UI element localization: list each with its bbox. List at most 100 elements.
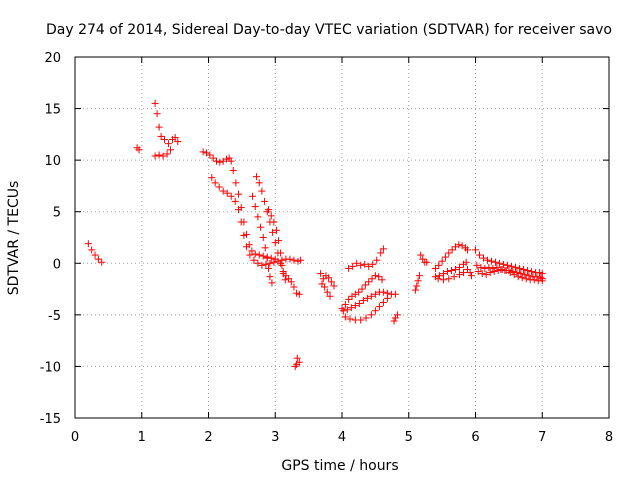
data-point — [279, 270, 287, 278]
data-point — [375, 303, 383, 311]
data-point — [365, 262, 373, 270]
data-point — [323, 288, 331, 296]
data-point — [528, 268, 536, 276]
data-point — [506, 269, 514, 277]
data-point — [496, 259, 504, 267]
data-point — [390, 317, 398, 325]
x-tick-label: 6 — [471, 430, 479, 445]
data-point — [379, 245, 387, 253]
data-point — [277, 249, 285, 257]
data-point — [251, 203, 259, 211]
data-point — [261, 244, 269, 252]
y-axis-label: SDTVAR / TECUs — [6, 181, 22, 296]
data-point — [231, 197, 239, 205]
data-point — [253, 173, 261, 181]
data-point — [447, 267, 455, 275]
data-point — [327, 278, 335, 286]
data-point — [174, 138, 182, 146]
y-tick-label: 5 — [53, 206, 61, 221]
data-point — [482, 271, 490, 279]
data-point — [278, 261, 286, 269]
data-point — [355, 300, 363, 308]
x-tick-label: 2 — [204, 430, 212, 445]
data-series-arc-03 — [151, 99, 182, 148]
data-point — [538, 277, 546, 285]
y-tick-label: 0 — [53, 257, 61, 272]
data-point — [227, 157, 235, 165]
data-point — [258, 187, 266, 195]
data-point — [450, 273, 458, 281]
data-point — [520, 265, 528, 273]
data-point — [472, 246, 479, 254]
data-point — [451, 265, 459, 273]
data-point — [166, 146, 174, 154]
data-series-arc-01 — [84, 240, 106, 266]
data-point — [254, 259, 262, 267]
y-tick-label: 15 — [44, 103, 61, 118]
data-point — [353, 259, 361, 267]
x-tick-label: 5 — [405, 430, 413, 445]
data-point — [163, 150, 171, 158]
data-point — [250, 256, 258, 264]
data-point — [339, 307, 347, 315]
axis-ticks: 0 1 2 3 4 5 6 7 8 -15 -10 -5 0 5 10 15 20 — [40, 51, 613, 445]
data-point — [293, 354, 301, 362]
data-point — [84, 240, 92, 248]
x-tick-label: 4 — [338, 430, 346, 445]
data-point — [258, 261, 266, 269]
data-point — [343, 306, 351, 314]
data-point — [213, 157, 221, 165]
data-series-arc-14 — [339, 288, 399, 315]
data-point — [257, 223, 265, 231]
data-point — [367, 311, 375, 319]
data-point — [443, 268, 451, 276]
x-tick-label: 1 — [138, 430, 146, 445]
grid — [75, 57, 609, 418]
data-point — [317, 270, 325, 278]
data-point — [414, 277, 422, 285]
data-point — [359, 296, 367, 304]
data-point — [466, 269, 474, 277]
data-point — [462, 258, 470, 266]
data-point — [441, 253, 449, 261]
data-point — [151, 152, 159, 160]
data-point — [435, 272, 443, 280]
y-tick-label: 20 — [44, 51, 61, 66]
data-point — [445, 275, 453, 283]
data-point — [341, 313, 349, 321]
data-point — [369, 260, 377, 268]
data-point — [249, 192, 257, 200]
data-point — [211, 179, 219, 187]
data-point — [417, 251, 425, 259]
data-point — [455, 263, 463, 271]
data-point — [393, 311, 401, 319]
data-point — [290, 283, 298, 291]
data-point — [235, 206, 243, 214]
data-point — [413, 282, 421, 290]
data-point — [151, 99, 159, 107]
data-point — [164, 140, 172, 148]
data-series-arc-15 — [341, 294, 391, 324]
data-point — [297, 256, 305, 264]
data-point — [514, 273, 522, 281]
data-point — [268, 279, 276, 287]
data-point — [373, 256, 381, 264]
data-point — [94, 255, 102, 263]
y-tick-label: 10 — [44, 154, 61, 169]
data-point — [516, 264, 524, 272]
data-point — [270, 258, 278, 266]
data-point — [415, 272, 423, 280]
data-point — [493, 263, 501, 271]
data-point — [371, 290, 379, 298]
data-point — [518, 274, 526, 282]
data-point — [259, 252, 267, 260]
data-point — [160, 136, 168, 144]
data-point — [171, 133, 179, 141]
data-point — [262, 260, 270, 268]
data-point — [290, 256, 298, 264]
data-point — [504, 261, 512, 269]
data-point — [488, 257, 496, 265]
data-point — [232, 179, 240, 187]
data-point — [229, 166, 237, 174]
data-point — [486, 269, 494, 277]
